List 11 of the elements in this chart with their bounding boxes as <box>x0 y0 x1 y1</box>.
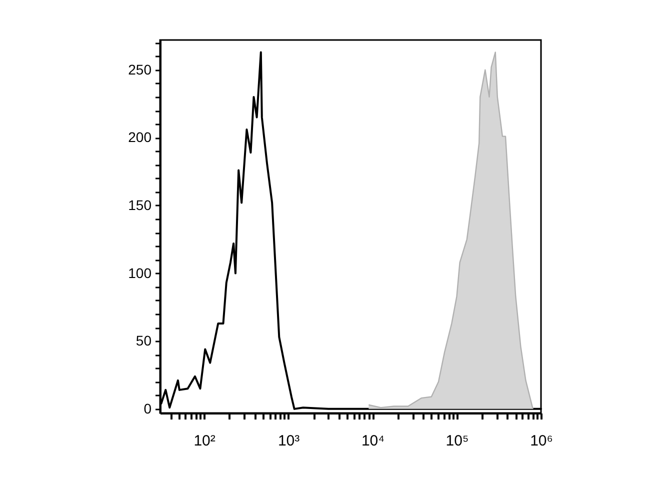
x-tick-label: 10⁵ <box>446 432 469 450</box>
y-tick-label: 50 <box>136 332 152 349</box>
x-tick-label: 10⁶ <box>530 432 553 450</box>
x-tick-label: 10³ <box>278 432 300 450</box>
y-tick-label: 250 <box>128 61 152 78</box>
x-tick-label: 10² <box>194 432 216 450</box>
y-tick-label: 150 <box>128 196 152 213</box>
y-tick-label: 0 <box>144 400 152 416</box>
y-tick-label: 100 <box>128 264 152 281</box>
x-tick-label: 10⁴ <box>361 432 385 450</box>
y-tick-label: 200 <box>128 129 152 146</box>
